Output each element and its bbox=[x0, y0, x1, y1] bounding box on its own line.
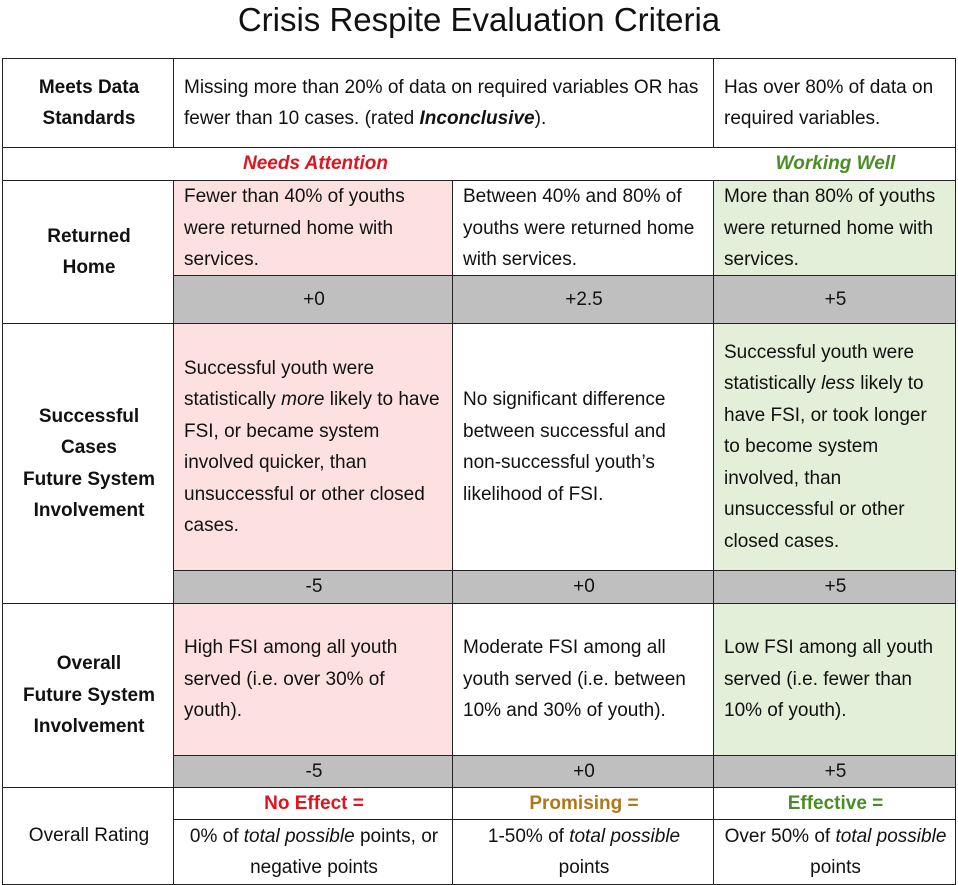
working-well: Working Well bbox=[775, 153, 896, 175]
cell: Low FSI among all youth served (i.e. few… bbox=[713, 603, 956, 756]
points: +0 bbox=[452, 755, 714, 788]
row-label: Returned Home bbox=[2, 180, 174, 324]
label-line: Successful bbox=[38, 405, 140, 427]
text: points, or negative points bbox=[250, 825, 439, 879]
cell: Fewer than 40% of youths were returned h… bbox=[173, 180, 453, 276]
cell-text: Fewer than 40% of youths were returned h… bbox=[184, 186, 405, 270]
cell-text: Between 40% and 80% of youths were retur… bbox=[463, 186, 695, 270]
text: Over 50% of bbox=[724, 825, 836, 847]
text: likely to have FSI, or took longer to be… bbox=[724, 373, 927, 552]
cell: High FSI among all youth served (i.e. ov… bbox=[173, 603, 453, 756]
cell-text: Successful youth were statistically more… bbox=[184, 353, 444, 542]
points: +5 bbox=[713, 570, 956, 604]
cell-text: Has over 80% of data on required variabl… bbox=[724, 76, 934, 130]
points: +0 bbox=[173, 275, 453, 324]
text: likely to have FSI, or became system inv… bbox=[184, 389, 440, 536]
text: 0% of bbox=[189, 825, 244, 847]
text: total possible bbox=[835, 825, 947, 847]
points: -5 bbox=[173, 755, 453, 788]
cell-text: Over 50% of total possible points bbox=[724, 821, 947, 884]
rating-description: Over 50% of total possible points bbox=[713, 819, 956, 885]
cell-text: High FSI among all youth served (i.e. ov… bbox=[184, 637, 398, 722]
cell: Missing more than 20% of data on require… bbox=[173, 58, 714, 148]
label-line: Involvement bbox=[33, 716, 145, 738]
label-line: Future System bbox=[23, 684, 155, 706]
text: 1-50% of bbox=[487, 825, 570, 847]
cell: No significant difference between succes… bbox=[452, 323, 714, 571]
cell-text: 0% of total possible points, or negative… bbox=[184, 821, 444, 884]
label-line: Future System bbox=[23, 468, 155, 490]
cell-text: Moderate FSI among all youth served (i.e… bbox=[463, 637, 686, 722]
text: more bbox=[281, 389, 325, 410]
row-label: Overall Rating bbox=[2, 787, 174, 885]
points: +2.5 bbox=[452, 275, 714, 324]
label-line: Returned bbox=[47, 225, 131, 247]
text: total possible bbox=[243, 825, 355, 847]
label-text: Overall Rating bbox=[28, 825, 150, 847]
label-line: Standards bbox=[42, 108, 136, 129]
points: +5 bbox=[713, 275, 956, 324]
label-line: Meets Data bbox=[38, 76, 140, 98]
text: points bbox=[558, 857, 610, 878]
text: Inconclusive bbox=[419, 108, 535, 129]
text: less bbox=[821, 373, 855, 395]
rating-name: Effective = bbox=[713, 787, 956, 820]
cell: Successful youth were statistically less… bbox=[713, 323, 956, 571]
cell-text: Low FSI among all youth served (i.e. few… bbox=[724, 637, 934, 722]
row-label: Successful Cases Future System Involveme… bbox=[2, 323, 174, 604]
cell-text: Missing more than 20% of data on require… bbox=[184, 72, 705, 135]
points: +5 bbox=[713, 755, 956, 788]
needs-attention: Needs Attention bbox=[243, 153, 388, 175]
text: total possible bbox=[569, 825, 681, 847]
cell: Has over 80% of data on required variabl… bbox=[713, 58, 956, 148]
row-label: Meets Data Standards bbox=[2, 58, 174, 148]
text: Successful youth were statistically bbox=[724, 341, 915, 395]
cell-text: More than 80% of youths were returned ho… bbox=[724, 186, 936, 270]
text: points bbox=[810, 857, 861, 878]
cell-text: 1-50% of total possible points bbox=[463, 821, 705, 884]
text: Missing more than 20% of data on require… bbox=[184, 76, 699, 130]
points: -5 bbox=[173, 570, 453, 604]
text: Successful youth were statistically bbox=[184, 357, 375, 411]
cell-text: No significant difference between succes… bbox=[463, 389, 666, 505]
cell: Between 40% and 80% of youths were retur… bbox=[452, 180, 714, 276]
label-line: Home bbox=[62, 257, 116, 278]
cell: More than 80% of youths were returned ho… bbox=[713, 180, 956, 276]
text: ). bbox=[534, 108, 547, 129]
points: +0 bbox=[452, 570, 714, 604]
title: Crisis Respite Evaluation Criteria bbox=[237, 1, 721, 38]
rating-name: No Effect = bbox=[173, 787, 453, 820]
rating-description: 0% of total possible points, or negative… bbox=[173, 819, 453, 885]
header-row: Needs Attention Working Well bbox=[2, 147, 956, 181]
cell-text: Successful youth were statistically less… bbox=[724, 337, 947, 558]
cell: Successful youth were statistically more… bbox=[173, 323, 453, 571]
row-label: Overall Future System Involvement bbox=[2, 603, 174, 788]
cell: Moderate FSI among all youth served (i.e… bbox=[452, 603, 714, 756]
label-line: Cases bbox=[61, 437, 117, 458]
rating-description: 1-50% of total possible points bbox=[452, 819, 714, 885]
rating-name: Promising = bbox=[452, 787, 714, 820]
label-line: Overall bbox=[56, 653, 122, 675]
label-line: Involvement bbox=[33, 500, 145, 521]
